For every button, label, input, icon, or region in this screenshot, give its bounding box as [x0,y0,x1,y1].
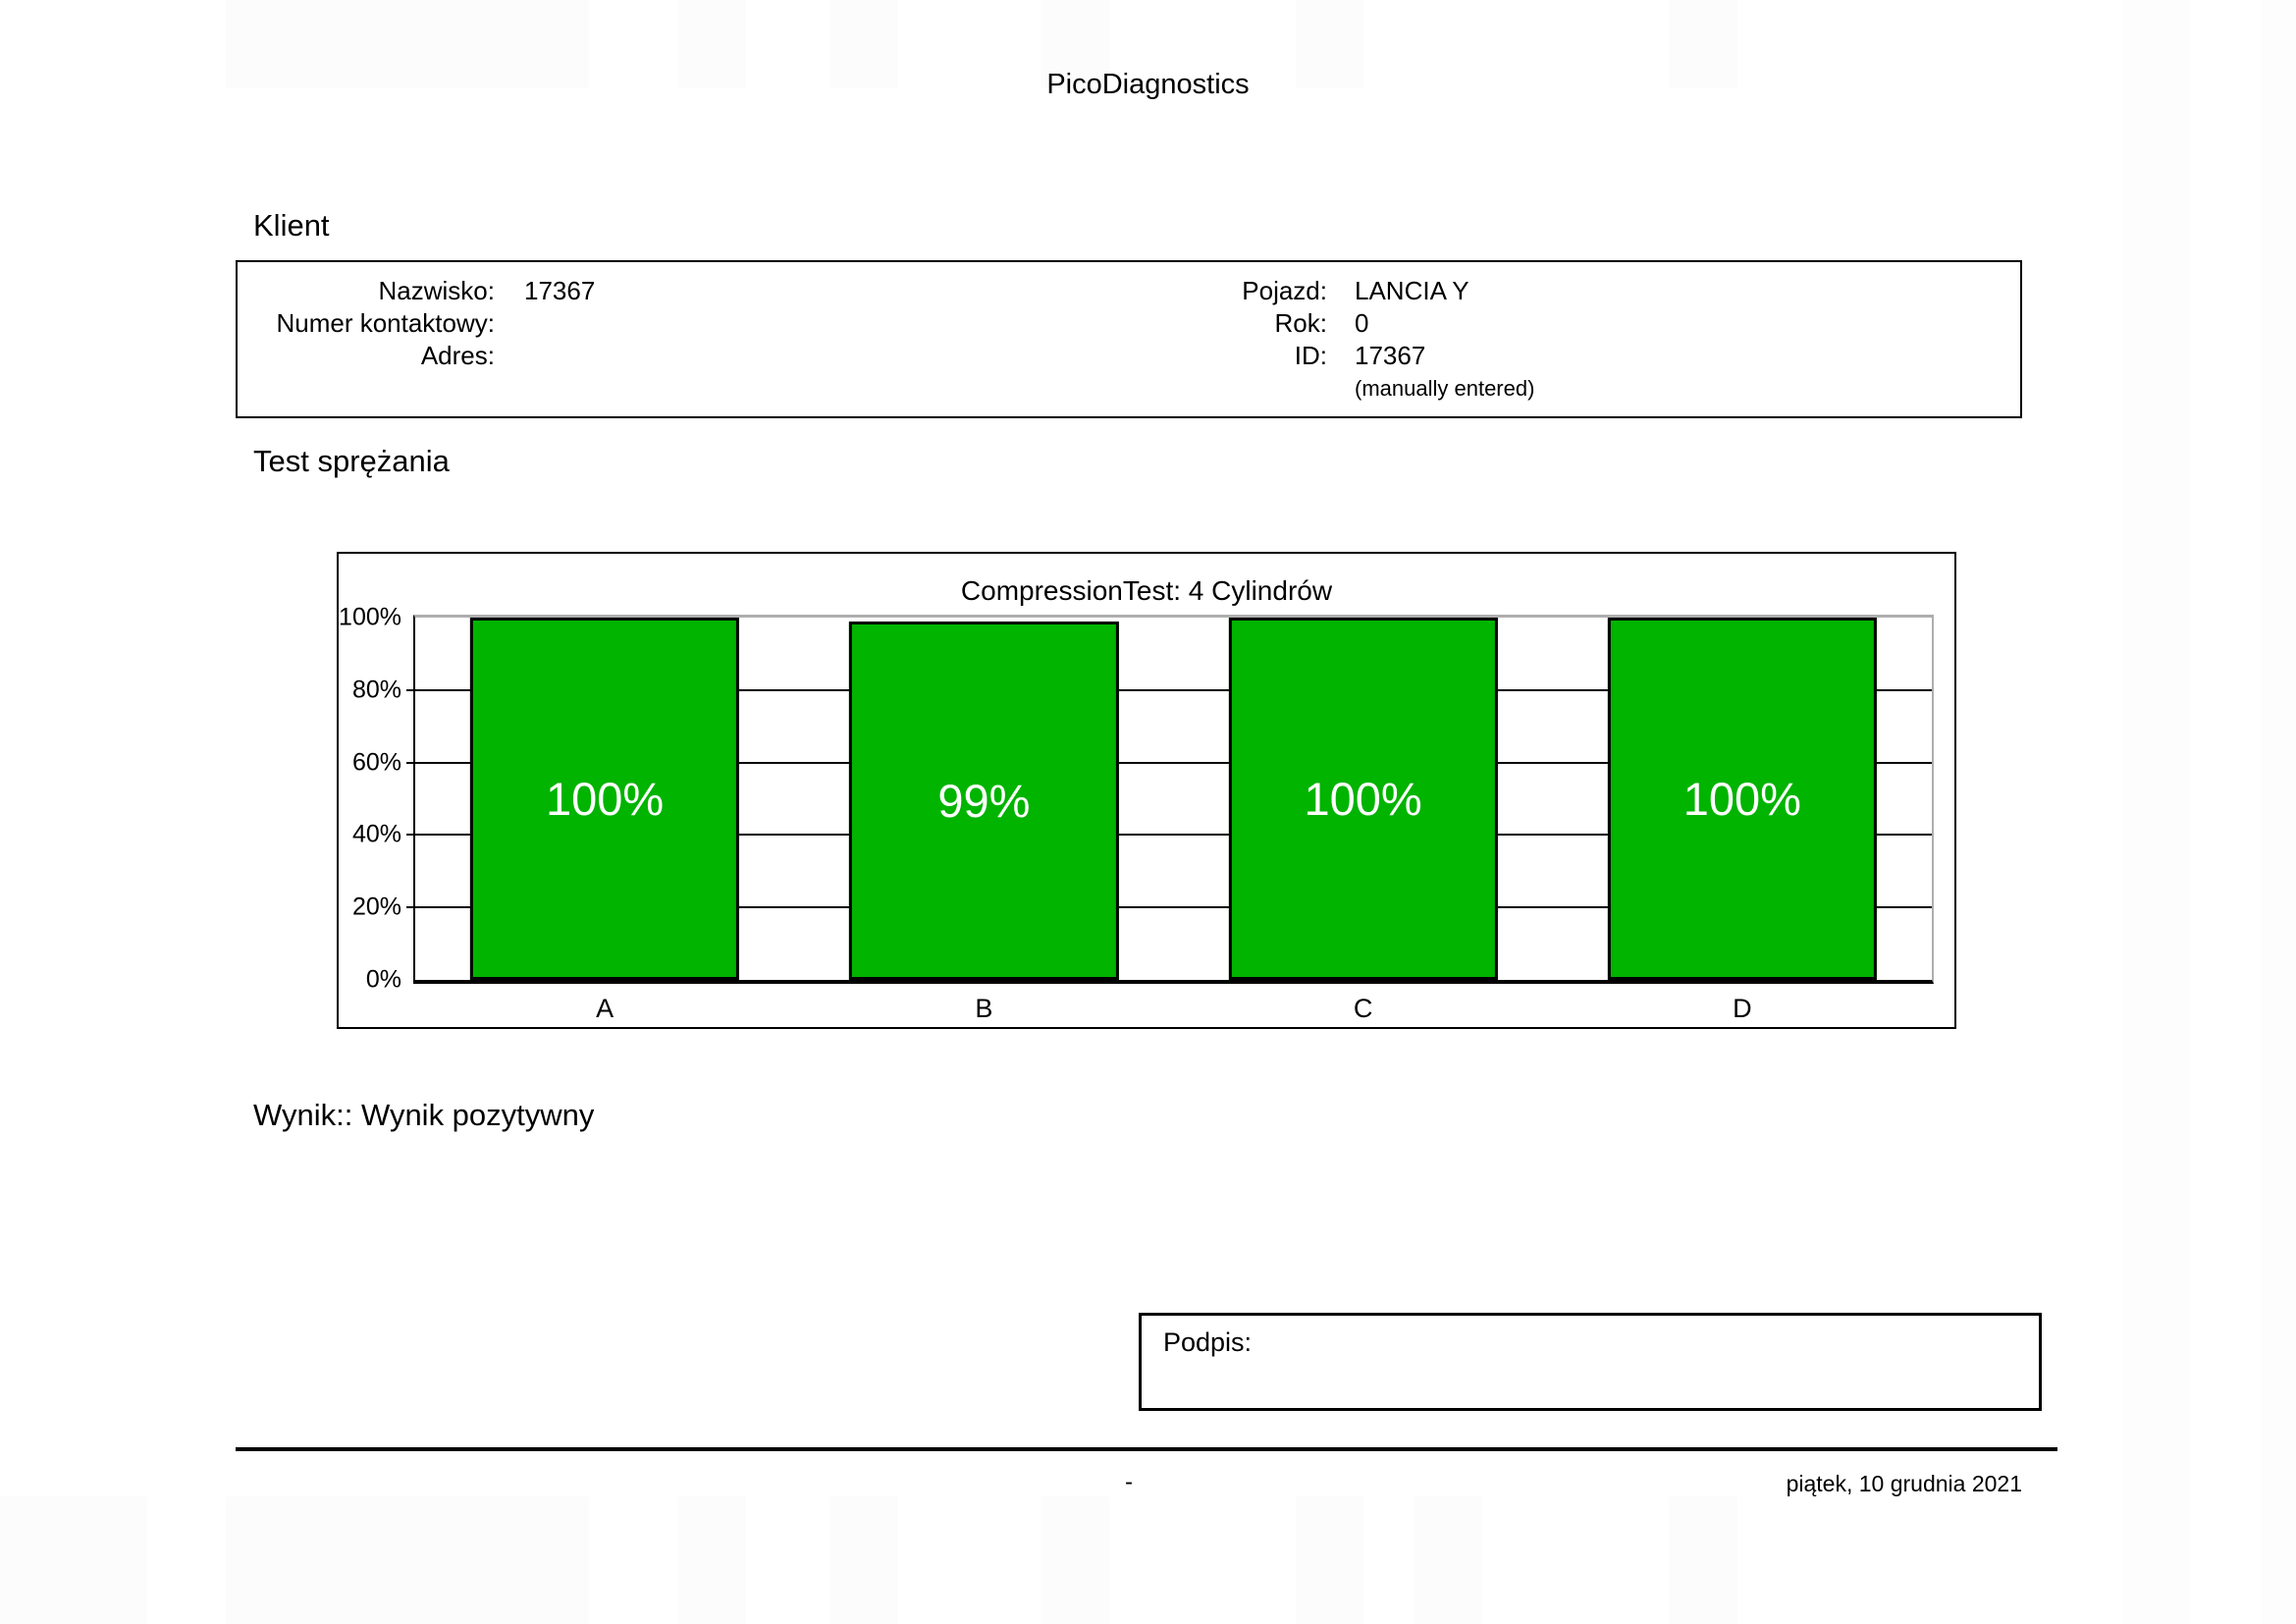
client-left-field-value-2 [524,340,595,372]
footer-divider [236,1447,2057,1451]
background-artifact [677,1496,746,1624]
client-fields-right: Pojazd: LANCIA Y Rok: 0 ID: 17367 (manually en… [1060,275,1534,405]
client-left-field-label-2: Adres: [420,341,495,370]
background-artifact [1296,1496,1364,1624]
y-axis-tick [406,906,415,909]
bar-D: 100% [1607,618,1877,980]
signature-box: Podpis: [1139,1313,2042,1411]
page-title: PicoDiagnostics [1046,69,1250,100]
client-right-field-value-1: 0 [1355,308,1369,338]
client-right-field-value-2: 17367 [1355,341,1426,370]
result-text: Wynik:: Wynik pozytywny [253,1098,595,1132]
gridline [415,834,1932,837]
y-axis-label: 20% [351,893,401,921]
gridline [415,761,1932,764]
y-axis-label: 100% [339,603,401,631]
client-right-field-label-0: Pojazd: [1242,276,1327,305]
x-axis-label: C [1353,994,1373,1023]
background-artifact [1041,0,1109,88]
y-axis-label: 60% [351,748,401,777]
background-artifact [1414,1496,1482,1624]
client-right-field-label-1: Rok: [1274,308,1327,338]
bar-slot-C: 100% C [1174,618,1553,1023]
x-axis-label: D [1733,994,1752,1023]
bar-value-label: 100% [1682,773,1801,825]
background-artifact [1669,1496,1737,1624]
client-left-field-value-0: 17367 [524,276,596,305]
footer-date: piątek, 10 grudnia 2021 [1786,1471,2022,1496]
chart-plot-area: 0% 20% 40% 60% 80% 100% 100% A 99% B 100% C 100% D [339,604,1934,1023]
bar-B: 99% [849,621,1119,980]
client-section-heading: Klient [253,208,330,243]
background-artifact [1296,0,1364,88]
client-left-field-label-1: Numer kontaktowy: [276,308,495,338]
client-right-field-value-0: LANCIA Y [1355,276,1469,305]
client-info-box: Nazwisko: 17367 Numer kontaktowy: Adres: Po… [236,260,2022,418]
bar-value-label: 100% [1304,773,1422,825]
background-artifact [829,0,898,88]
background-artifact [677,0,746,88]
bar-C: 100% [1228,618,1498,980]
test-section-heading: Test sprężania [253,444,450,478]
background-artifact [2123,0,2190,1624]
bar-value-label: 99% [937,774,1031,827]
background-artifact [2262,0,2296,1624]
background-artifact [1041,1496,1109,1624]
chart-title: CompressionTest: 4 Cylindrów [960,575,1333,606]
y-axis-tick [406,834,415,837]
x-axis-label: B [975,994,993,1023]
background-artifact [1669,0,1737,88]
signature-label: Podpis: [1163,1327,1253,1357]
bar-slot-A: 100% A [415,618,794,1023]
bar-slot-D: 100% D [1553,618,1932,1023]
background-artifact [226,1496,589,1624]
client-left-field-label-0: Nazwisko: [378,276,495,305]
background-artifact [226,0,589,88]
bar-slot-B: 99% B [794,618,1173,1023]
y-axis-label: 0% [365,965,401,994]
y-axis-tick [406,688,415,691]
gridline [415,906,1932,909]
client-left-field-value-1 [524,307,595,340]
client-right-field-label-3 [1060,372,1327,405]
bar-A: 100% [470,618,740,980]
client-right-field-value-3: (manually entered) [1355,376,1535,401]
client-right-field-label-2: ID: [1294,341,1327,370]
background-artifact [0,1496,147,1624]
bar-value-label: 100% [546,773,665,825]
y-axis-tick [406,761,415,764]
gridline [415,688,1932,691]
client-fields-left: Nazwisko: 17367 Numer kontaktowy: Adres: [238,275,595,372]
background-artifact [829,1496,898,1624]
footer-center-text: - [1125,1469,1133,1495]
y-axis-label: 80% [351,676,401,704]
compression-chart: CompressionTest: 4 Cylindrów 0% 20% 40% 60%… [337,552,1956,1029]
y-axis-label: 40% [351,820,401,848]
x-axis-label: A [596,994,614,1023]
